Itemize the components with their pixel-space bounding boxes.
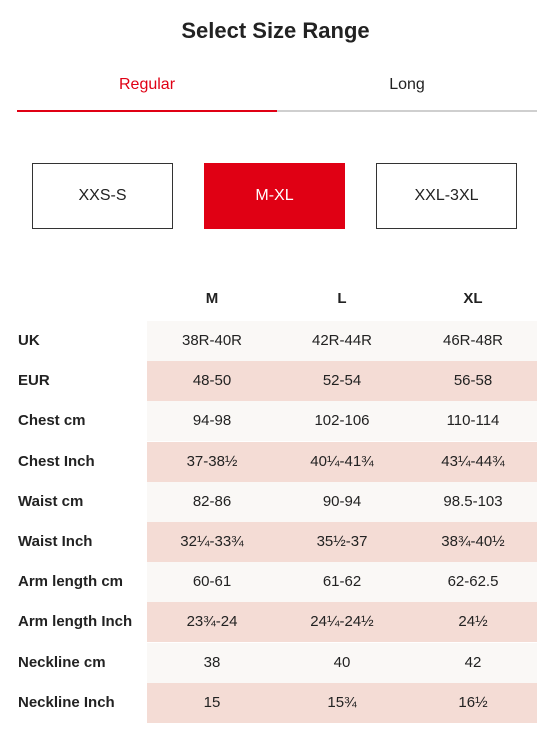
row-background xyxy=(147,481,537,522)
row-background xyxy=(147,321,537,361)
table-cell: 15 xyxy=(203,693,221,711)
column-header: XL xyxy=(463,290,483,307)
table-cell: 38¾-40½ xyxy=(441,533,505,550)
row-background xyxy=(147,441,537,482)
row-background xyxy=(147,642,537,683)
table-cell: 48-50 xyxy=(192,372,232,390)
table-cell: 102-106 xyxy=(314,412,370,430)
size-range-button[interactable]: XXS-S xyxy=(32,163,173,229)
size-tab[interactable]: Regular xyxy=(17,60,277,112)
size-range-button[interactable]: M-XL xyxy=(204,163,345,229)
table-cell: 46R-48R xyxy=(442,332,504,349)
row-background xyxy=(147,562,537,603)
table-cell: 40¼-41¾ xyxy=(310,452,374,470)
row-label: Arm length cm xyxy=(18,573,124,591)
page-title: Select Size Range xyxy=(181,18,370,43)
table-cell: 42R-44R xyxy=(311,332,373,349)
table-cell: 62-62.5 xyxy=(447,573,499,591)
table-cell: 98.5-103 xyxy=(443,492,503,510)
table-cell: 24¼-24½ xyxy=(310,613,374,631)
table-cell: 90-94 xyxy=(322,492,362,510)
table-cell: 32¼-33¾ xyxy=(180,533,244,550)
table-cell: 56-58 xyxy=(453,372,493,390)
table-cell: 61-62 xyxy=(322,573,362,591)
row-background xyxy=(147,682,537,723)
table-cell: 40 xyxy=(333,653,351,671)
row-background xyxy=(147,361,537,402)
column-header: L xyxy=(337,290,347,307)
column-header: M xyxy=(205,290,219,307)
table-cell: 37-38½ xyxy=(186,452,238,470)
table-cell: 23¾-24 xyxy=(186,613,238,631)
row-label: EUR xyxy=(18,372,50,390)
table-cell: 38 xyxy=(203,653,221,671)
table-cell: 38R-40R xyxy=(181,332,243,349)
row-label: Chest cm xyxy=(18,412,86,430)
size-tab[interactable]: Long xyxy=(277,60,537,112)
table-cell: 82-86 xyxy=(192,492,232,510)
row-background xyxy=(147,401,537,442)
table-cell: 24½ xyxy=(458,613,488,631)
table-cell: 110-114 xyxy=(446,412,500,430)
table-cell: 60-61 xyxy=(192,573,232,591)
row-label: Waist Inch xyxy=(18,533,93,550)
row-label: Neckline cm xyxy=(18,653,106,671)
table-cell: 42 xyxy=(464,653,482,671)
row-label: Arm length Inch xyxy=(18,613,133,631)
row-label: Chest Inch xyxy=(18,452,95,470)
row-background xyxy=(147,522,537,562)
table-cell: 43¼-44¾ xyxy=(441,452,505,470)
row-label: UK xyxy=(18,332,40,349)
row-label: Neckline Inch xyxy=(18,693,115,711)
table-cell: 16½ xyxy=(458,693,488,711)
table-cell: 15¾ xyxy=(327,693,357,711)
table-cell: 35½-37 xyxy=(316,533,368,550)
size-range-button[interactable]: XXL-3XL xyxy=(376,163,517,229)
row-background xyxy=(147,602,537,643)
row-label: Waist cm xyxy=(18,492,84,510)
table-cell: 52-54 xyxy=(322,372,362,390)
table-cell: 94-98 xyxy=(192,412,232,430)
